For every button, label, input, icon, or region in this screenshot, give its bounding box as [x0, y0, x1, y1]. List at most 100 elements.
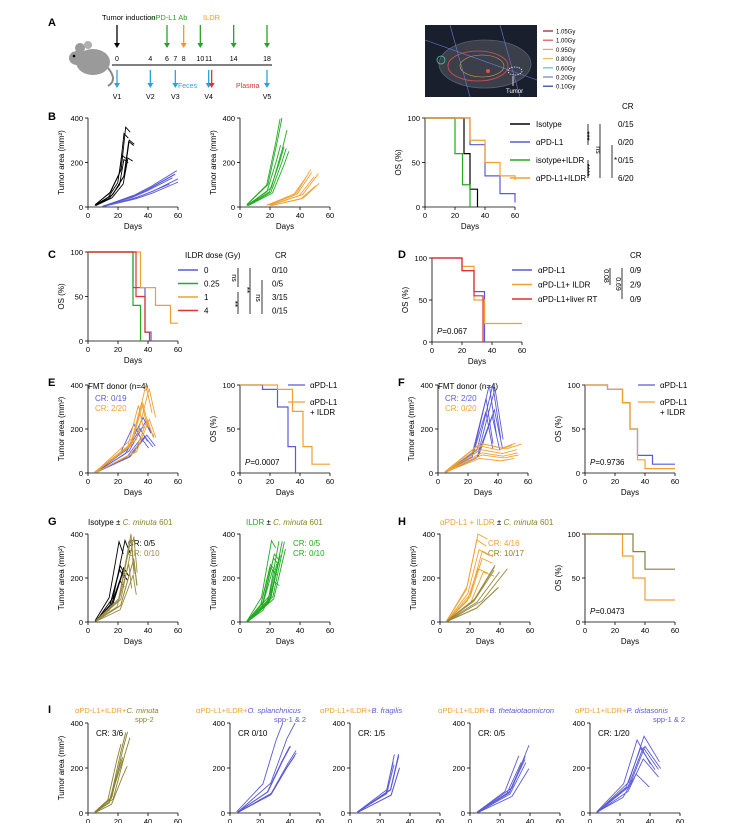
x-tick-label: 40 [481, 211, 489, 220]
cr-label: CR: 0/10 [128, 549, 160, 558]
y-axis-label: OS (%) [209, 416, 218, 443]
cr-value: 0/9 [630, 266, 642, 275]
cr-header: CR [622, 102, 634, 111]
chart-d1: 0 50 100 0 20 40 60 Days OS (%) P=0.067 [401, 254, 526, 366]
series-line [94, 744, 122, 813]
panel-title: Isotype ± C. minuta 601 [88, 518, 173, 527]
x-tick-label: 60 [174, 817, 182, 823]
series-line [94, 539, 124, 622]
y-tick-label: 50 [227, 425, 235, 434]
visit-label: V1 [113, 94, 122, 101]
series-line [95, 563, 133, 622]
survival-curve [88, 251, 142, 341]
series-line [478, 768, 530, 813]
legend-label: αPD-L1 [660, 398, 688, 407]
tumor-induction-label: Tumor induction [102, 13, 156, 22]
cr-label: CR: 2/20 [445, 394, 477, 403]
series-line [597, 746, 659, 813]
series-line [96, 538, 131, 622]
series-line [94, 132, 129, 206]
treatment-prefix: αPD-L1+ILDR+ [438, 706, 490, 715]
y-tick-label: 50 [419, 296, 427, 305]
dose-header: ILDR dose (Gy) [185, 251, 241, 260]
chart-e2: 0 50 100 0 20 40 60 Days OS (%) P=0.0007 [209, 381, 334, 497]
ab-arrow-head [264, 43, 270, 48]
series-line [246, 118, 281, 206]
panel-letter-f: F [398, 377, 405, 389]
legend-label: αPD-L1 [310, 381, 338, 390]
cr-value: 3/15 [272, 293, 288, 302]
y-tick-label: 400 [572, 719, 585, 728]
legend-label: 4 [204, 307, 209, 316]
series-line [95, 418, 154, 473]
x-tick-label: 20 [376, 817, 384, 823]
x-tick-label: 20 [466, 626, 474, 635]
dose-label: 1.05Gy [556, 30, 575, 36]
legend-c: ILDR dose (Gy) CR 0 0/10 0.25 0/5 1 3/15 4 0/15… [178, 251, 288, 316]
fmt-donor-label: FMT donor (n=4) [438, 382, 498, 391]
x-tick-label: 0 [588, 817, 592, 823]
legend-label: + ILDR [660, 408, 685, 417]
x-tick-label: 0 [228, 817, 232, 823]
y-axis-label: OS (%) [554, 565, 563, 592]
x-tick-label: 0 [86, 626, 90, 635]
x-tick-label: 0 [86, 345, 90, 354]
chart-h2: 0 50 100 0 20 40 60 Days OS (%) P=0.0473 [554, 530, 679, 646]
series-line [444, 411, 494, 473]
cr-value: 0/20 [618, 138, 634, 147]
p-value: P=0.9736 [590, 458, 625, 467]
y-tick-label: 400 [70, 530, 83, 539]
x-tick-label: 0 [436, 477, 440, 486]
x-tick-label: 20 [611, 477, 619, 486]
cr-label: CR: 0/19 [95, 394, 127, 403]
x-tick-label: 40 [646, 817, 654, 823]
x-tick-label: 20 [464, 477, 472, 486]
chart-e1: 0 200 400 0 20 40 60 Days Tumor area (mm²) [57, 381, 182, 497]
y-axis-label: Tumor area (mm²) [407, 396, 416, 461]
ab-arrow-head [197, 43, 204, 48]
x-axis-label: Days [124, 356, 142, 365]
x-axis-label: Days [276, 637, 294, 646]
series-line [95, 573, 137, 622]
y-tick-label: 400 [70, 381, 83, 390]
x-axis-label: Days [468, 357, 486, 366]
chart-g1: 0 200 400 0 20 40 60 Days Tumor area (mm²) [57, 530, 182, 646]
cr-value: 0/15 [272, 307, 288, 316]
tumor-tag: Tumor [506, 89, 523, 95]
x-tick-label: 60 [511, 211, 519, 220]
p-value-number: =0.067 [442, 327, 467, 336]
series-line [103, 170, 178, 207]
y-tick-label: 100 [222, 381, 235, 390]
series-line [247, 555, 281, 622]
p-value: P=0.0473 [590, 607, 625, 616]
series-line [356, 761, 394, 813]
cr-label: CR: 10/17 [488, 549, 525, 558]
series-line [447, 587, 499, 622]
x-tick-label: 0 [238, 211, 242, 220]
series-line [95, 536, 138, 622]
series-line [247, 541, 283, 622]
cr-value: 6/20 [618, 174, 634, 183]
x-tick-label: 0 [348, 817, 352, 823]
panel-title: ILDR ± C. minuta 601 [246, 518, 323, 527]
y-tick-label: 0 [341, 809, 345, 818]
x-tick-label: 20 [114, 345, 122, 354]
y-tick-label: 100 [70, 248, 83, 257]
x-axis-label: Days [276, 222, 294, 231]
panel-a: A Tumor induction αPD-L1 Ab ILDR 0 4 6 7 8 10… [48, 13, 575, 101]
y-tick-label: 200 [222, 159, 235, 168]
y-tick-label: 200 [420, 425, 433, 434]
y-tick-label: 200 [452, 764, 465, 773]
feces-arrow-head [114, 83, 120, 88]
y-tick-label: 100 [567, 381, 580, 390]
treatment-prefix: αPD-L1+ILDR+ [75, 706, 127, 715]
legend-label: αPD-L1+ILDR [536, 174, 586, 183]
x-tick-label: 60 [174, 626, 182, 635]
chart-b3: 0 50 100 0 20 40 60 Days OS (%) [394, 114, 519, 231]
series-line [247, 148, 287, 206]
p-value-letter: P [437, 327, 443, 336]
y-axis-label: Tumor area (mm²) [57, 130, 66, 195]
visit-label: V3 [171, 94, 180, 101]
x-tick-label: 20 [616, 817, 624, 823]
y-axis-label: Tumor area (mm²) [57, 396, 66, 461]
